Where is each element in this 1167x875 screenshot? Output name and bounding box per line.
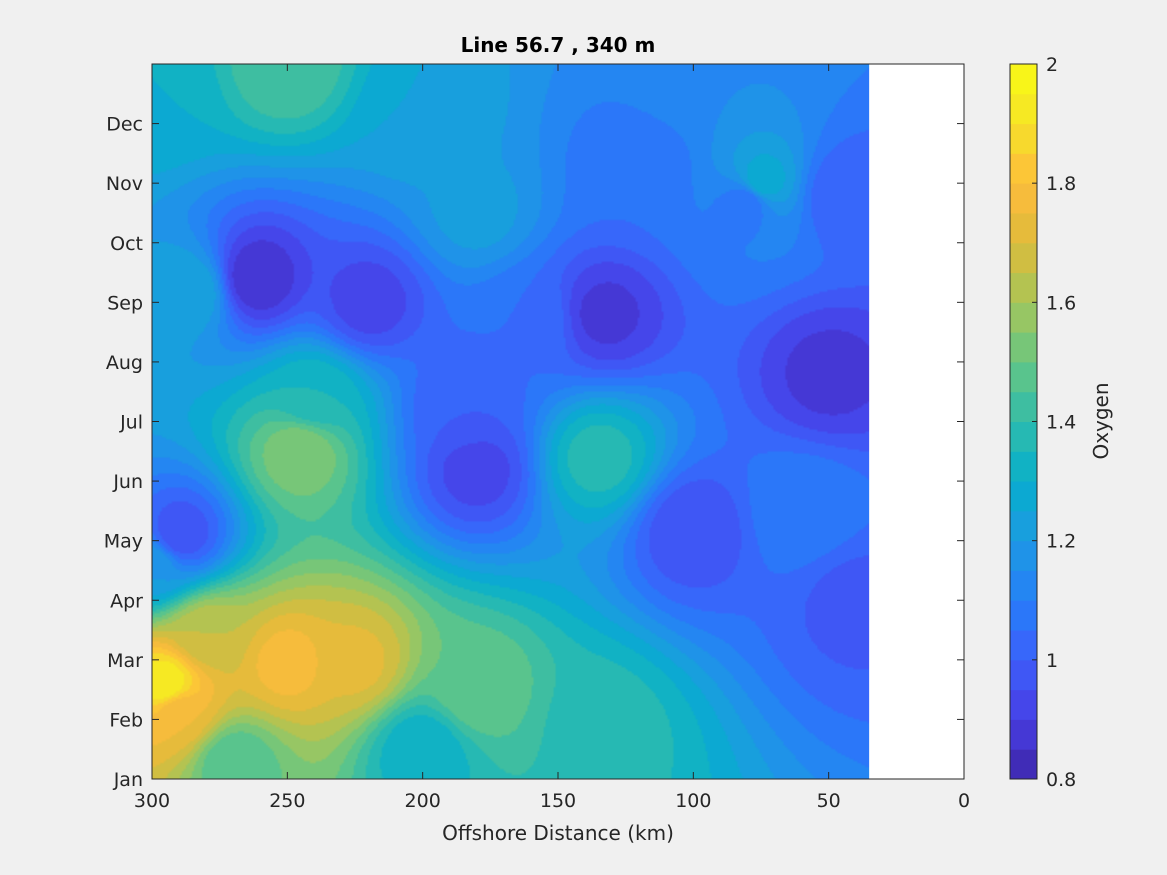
y-tick-label: Mar [107,650,143,672]
chart-title: Line 56.7 , 340 m [461,33,656,57]
colorbar: 0.8 1 1.2 1.4 1.6 1.8 2 Oxygen [1009,54,1113,791]
contour-field [152,64,870,779]
colorbar-band [1010,570,1037,601]
y-tick-label: Jul [119,412,143,434]
colorbar-band [1010,481,1037,512]
x-tick-label: 100 [675,790,711,812]
colorbar-band [1010,64,1037,95]
y-tick-label: Apr [110,590,143,612]
colorbar-tick-label: 1.6 [1046,292,1076,314]
y-tick-label: Aug [106,352,143,374]
y-tick-label: May [104,531,143,553]
colorbar-band [1010,153,1037,184]
colorbar-tick-label: 2 [1046,54,1058,76]
x-tick-label: 250 [269,790,305,812]
y-tick-label: Nov [106,173,143,195]
colorbar-band [1010,332,1037,363]
y-tick-label: Jun [112,471,143,493]
colorbar-band [1010,719,1037,750]
x-tick-label: 50 [817,790,841,812]
y-tick-label: Feb [109,709,143,731]
y-axis: Jan Feb Mar Apr May Jun Jul Aug Sep Oct Nov Dec [104,114,964,791]
colorbar-band [1010,361,1037,393]
colorbar-band [1010,600,1037,631]
x-tick-label: 200 [405,790,441,812]
colorbar-band [1010,749,1037,780]
y-tick-label: Oct [110,233,143,255]
colorbar-tick-label: 1.2 [1046,531,1076,553]
x-axis: 300 250 200 150 100 50 0 [134,64,970,812]
colorbar-band [1010,391,1037,422]
colorbar-tick-label: 1 [1046,650,1058,672]
colorbar-band [1010,302,1037,333]
colorbar-band [1010,630,1037,661]
colorbar-ticks: 0.8 1 1.2 1.4 1.6 1.8 2 [1032,54,1076,791]
y-tick-label: Jan [113,769,143,791]
colorbar-band [1010,123,1037,154]
colorbar-band [1010,183,1037,214]
x-tick-label: 150 [540,790,576,812]
colorbar-band [1010,689,1037,720]
colorbar-band [1010,272,1037,303]
colorbar-tick-label: 1.8 [1046,173,1076,195]
x-tick-label: 0 [958,790,970,812]
colorbar-band [1010,421,1037,452]
colorbar-band [1010,212,1037,244]
colorbar-band [1010,242,1037,274]
colorbar-band [1010,451,1037,482]
x-axis-label: Offshore Distance (km) [442,821,674,845]
colorbar-bands [1010,64,1037,780]
y-tick-label: Sep [107,292,143,314]
colorbar-band [1010,540,1037,571]
colorbar-tick-label: 1.4 [1046,412,1076,434]
y-tick-label: Dec [106,114,143,136]
colorbar-band [1010,659,1037,691]
colorbar-label: Oxygen [1089,382,1113,459]
colorbar-tick-label: 0.8 [1046,769,1076,791]
colorbar-band [1010,93,1037,125]
x-tick-label: 300 [134,790,170,812]
contour-image [152,64,870,779]
colorbar-band [1010,510,1037,542]
